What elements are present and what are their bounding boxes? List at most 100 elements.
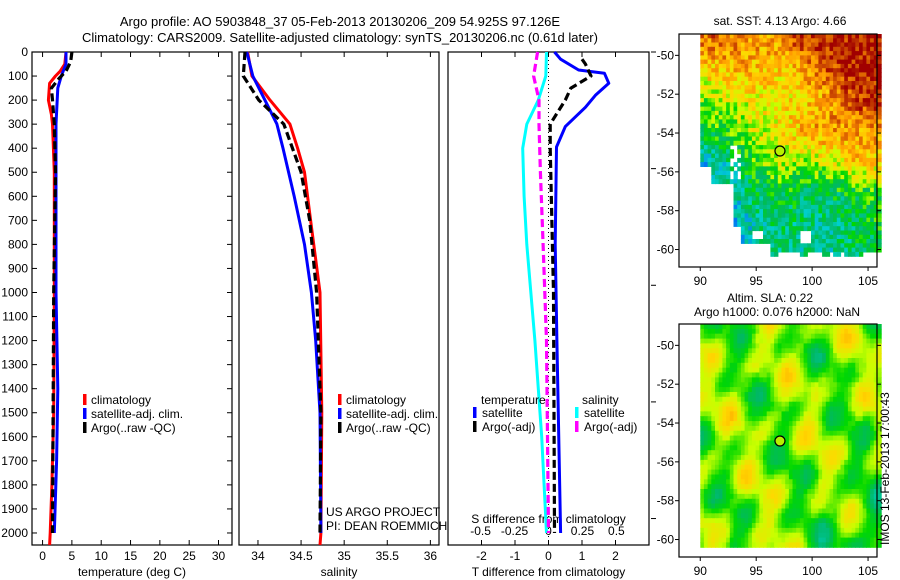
heatmap-cell bbox=[715, 411, 720, 417]
heatmap-cell bbox=[799, 89, 805, 95]
heatmap-cell bbox=[866, 175, 871, 180]
heatmap-cell bbox=[792, 527, 797, 534]
heatmap-cell bbox=[862, 170, 867, 176]
heatmap-cell bbox=[707, 382, 712, 388]
y-tick-label: 0 bbox=[21, 45, 28, 59]
heatmap-cell bbox=[759, 200, 764, 206]
heatmap-cell bbox=[803, 416, 808, 422]
heatmap-cell bbox=[770, 421, 775, 427]
heatmap-cell bbox=[807, 469, 812, 475]
heatmap-cell bbox=[799, 76, 805, 82]
heatmap-cell bbox=[700, 93, 705, 99]
heatmap-cell bbox=[777, 416, 783, 422]
heatmap-cell bbox=[763, 46, 768, 52]
heatmap-cell bbox=[847, 81, 853, 86]
heatmap-cell bbox=[759, 63, 764, 69]
heatmap-cell bbox=[877, 106, 882, 112]
heatmap-cell bbox=[711, 367, 716, 374]
heatmap-cell bbox=[825, 251, 831, 257]
heatmap-cell bbox=[785, 445, 790, 451]
heatmap-cell bbox=[807, 503, 812, 509]
heatmap-cell bbox=[792, 145, 797, 150]
heatmap-cell bbox=[707, 459, 712, 466]
heatmap-cell bbox=[851, 396, 856, 403]
heatmap-cell bbox=[862, 542, 867, 548]
heatmap-cell bbox=[740, 450, 746, 456]
heatmap-cell bbox=[862, 93, 867, 99]
heatmap-cell bbox=[844, 377, 849, 383]
heatmap-cell bbox=[803, 474, 808, 480]
legend-swatch bbox=[473, 407, 477, 418]
series-line-argo-raw-qc- bbox=[241, 51, 323, 534]
heatmap-cell bbox=[811, 93, 816, 99]
heatmap-cell bbox=[877, 119, 882, 125]
heatmap-cell bbox=[770, 508, 775, 514]
heatmap-cell bbox=[785, 42, 790, 48]
heatmap-cell bbox=[755, 338, 760, 344]
heatmap-cell bbox=[785, 132, 790, 138]
heatmap-cell bbox=[785, 421, 790, 427]
heatmap-cell bbox=[774, 59, 779, 65]
heatmap-cell bbox=[785, 217, 790, 223]
heatmap-cell bbox=[803, 338, 808, 344]
heatmap-cell bbox=[737, 445, 742, 451]
heatmap-cell bbox=[862, 140, 867, 146]
heatmap-cell bbox=[711, 106, 716, 112]
heatmap-cell bbox=[873, 445, 879, 451]
heatmap-cell bbox=[718, 406, 723, 412]
heatmap-cell bbox=[799, 498, 805, 505]
heatmap-cell bbox=[781, 484, 786, 490]
heatmap-cell bbox=[737, 157, 742, 163]
heatmap-cell bbox=[829, 179, 834, 185]
heatmap-cell bbox=[859, 527, 864, 534]
heatmap-cell bbox=[788, 106, 794, 112]
heatmap-cell bbox=[740, 217, 746, 223]
heatmap-cell bbox=[833, 484, 838, 490]
heatmap-cell bbox=[740, 455, 746, 461]
heatmap-cell bbox=[792, 55, 797, 61]
heatmap-cell bbox=[759, 209, 764, 214]
heatmap-cell bbox=[822, 98, 827, 103]
heatmap-cell bbox=[770, 328, 775, 335]
heatmap-cell bbox=[796, 435, 801, 441]
heatmap-cell bbox=[788, 149, 794, 155]
heatmap-cell bbox=[807, 123, 812, 129]
heatmap-cell bbox=[866, 110, 871, 116]
heatmap-cell bbox=[844, 192, 849, 197]
heatmap-cell bbox=[763, 136, 768, 142]
heatmap-cell bbox=[803, 68, 808, 74]
heatmap-cell bbox=[700, 362, 705, 369]
heatmap-cell bbox=[733, 416, 738, 422]
heatmap-cell bbox=[792, 479, 797, 485]
heatmap-cell bbox=[751, 425, 757, 432]
heatmap-cell bbox=[718, 89, 723, 95]
heatmap-cell bbox=[840, 119, 845, 125]
heatmap-cell bbox=[866, 362, 871, 369]
heatmap-cell bbox=[707, 333, 712, 340]
heatmap-cell bbox=[859, 59, 864, 65]
heatmap-cell bbox=[763, 406, 768, 412]
heatmap-cell bbox=[803, 411, 808, 417]
heatmap-cell bbox=[722, 123, 727, 129]
heatmap-cell bbox=[833, 459, 838, 466]
heatmap-cell bbox=[744, 123, 749, 129]
heatmap-cell bbox=[751, 128, 757, 133]
heatmap-cell bbox=[822, 234, 827, 240]
heatmap-cell bbox=[818, 192, 823, 197]
heatmap-cell bbox=[707, 430, 712, 437]
heatmap-cell bbox=[859, 42, 864, 48]
heatmap-cell bbox=[862, 425, 867, 432]
heatmap-cell bbox=[766, 162, 771, 167]
heatmap-cell bbox=[796, 63, 801, 69]
heatmap-cell bbox=[751, 81, 757, 86]
heatmap-cell bbox=[814, 72, 819, 78]
heatmap-cell bbox=[862, 406, 867, 412]
heatmap-cell bbox=[707, 98, 712, 103]
heatmap-cell bbox=[818, 34, 823, 39]
heatmap-cell bbox=[726, 140, 731, 146]
heatmap-cell bbox=[770, 518, 775, 524]
heatmap-cell bbox=[840, 38, 845, 44]
heatmap-cell bbox=[818, 362, 823, 369]
heatmap-cell bbox=[796, 222, 801, 227]
heatmap-cell bbox=[877, 55, 882, 61]
